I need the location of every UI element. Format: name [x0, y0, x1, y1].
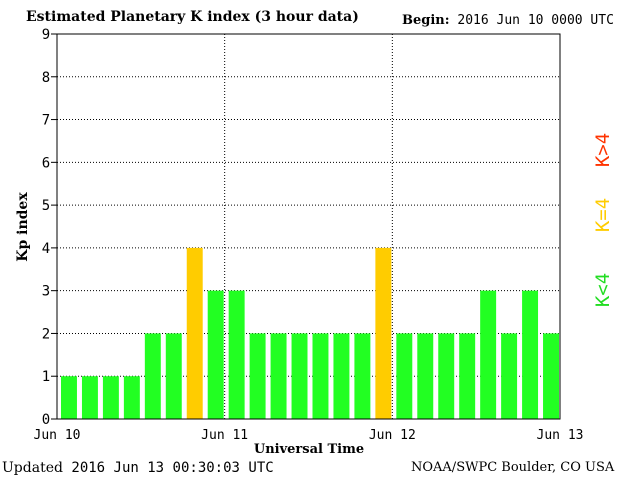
kp-index-chart: 0 1 2 3 4 5 6 7 8 9 Jun 10 Jun 11 Jun 12 Jun 13 Kp i… [15, 27, 614, 457]
x-tick-label: Jun 10 [34, 428, 81, 443]
y-axis-label: Kp index [15, 192, 31, 262]
begin-time: Begin: 2016 Jun 10 0000 UTC [402, 13, 614, 28]
kp-bar [375, 247, 392, 419]
x-tick-label: Jun 13 [537, 428, 584, 443]
legend-item-k-below-4: K<4 [592, 273, 614, 307]
chart-grid [57, 34, 560, 419]
kp-bar [123, 376, 140, 419]
kp-bar [102, 376, 119, 419]
kp-bar [165, 333, 182, 419]
kp-bar [501, 333, 518, 419]
y-tick-label: 6 [42, 155, 50, 171]
y-tick-label: 7 [42, 113, 50, 129]
kp-bar [61, 376, 77, 419]
kp-bar [480, 290, 497, 419]
kp-bar [396, 333, 413, 419]
kp-bar [333, 333, 350, 419]
kp-bar [417, 333, 434, 419]
kp-bar [144, 333, 161, 419]
begin-value: 2016 Jun 10 0000 UTC [457, 13, 614, 28]
plot-frame [56, 33, 561, 420]
y-tick-label: 4 [42, 241, 50, 257]
y-tick-label: 9 [42, 27, 50, 43]
kp-bar [291, 333, 308, 419]
kp-bar [81, 376, 98, 419]
begin-label: Begin: [402, 13, 450, 28]
kp-bar [270, 333, 287, 419]
x-axis-ticks: Jun 10 Jun 11 Jun 12 Jun 13 [34, 428, 584, 443]
y-tick-label: 8 [42, 70, 50, 86]
y-tick-label: 2 [42, 326, 50, 342]
x-tick-label: Jun 12 [369, 428, 416, 443]
credit-text: NOAA/SWPC Boulder, CO USA [411, 460, 615, 475]
legend: K>4 K=4 K<4 [592, 133, 614, 307]
x-axis-label: Universal Time [254, 442, 364, 457]
legend-item-k-equal-4: K=4 [592, 198, 614, 232]
y-axis-ticks: 0 1 2 3 4 5 6 7 8 9 [42, 27, 57, 428]
updated-time: Updated 2016 Jun 13 00:30:03 UTC [2, 460, 274, 476]
kp-bar [312, 333, 329, 419]
chart-bars [61, 247, 559, 419]
kp-bar [522, 290, 539, 419]
y-tick-label: 5 [42, 198, 50, 214]
kp-bar [438, 333, 455, 419]
updated-value: 2016 Jun 13 00:30:03 UTC [71, 460, 274, 476]
y-tick-label: 1 [42, 369, 50, 385]
updated-label: Updated [2, 460, 63, 476]
legend-item-k-above-4: K>4 [592, 133, 614, 167]
y-tick-label: 0 [42, 412, 50, 428]
kp-bar [228, 290, 245, 419]
kp-bar [249, 333, 266, 419]
y-tick-label: 3 [42, 284, 50, 300]
kp-bar [543, 333, 559, 419]
kp-bar [186, 247, 203, 419]
chart-title: Estimated Planetary K index (3 hour data… [26, 9, 359, 25]
kp-bar [459, 333, 476, 419]
kp-bar [354, 333, 371, 419]
kp-bar [207, 290, 224, 419]
x-tick-label: Jun 11 [201, 428, 248, 443]
